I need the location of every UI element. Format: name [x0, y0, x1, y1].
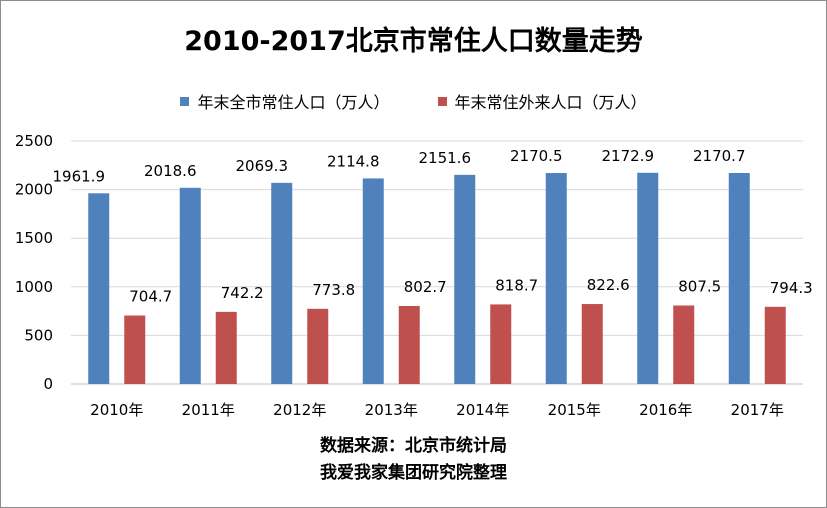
data-label-migrant: 742.2	[221, 284, 264, 302]
bar-migrant-population	[307, 308, 329, 384]
bar-total-population	[179, 187, 201, 384]
bar-migrant-population	[215, 311, 237, 384]
data-label-migrant: 822.6	[587, 276, 630, 294]
source-line-2: 我爱我家集团研究院整理	[320, 463, 507, 483]
source-note: 数据来源：北京市统计局 我爱我家集团研究院整理	[1, 433, 826, 487]
bar-total-population	[545, 173, 567, 384]
data-label-total: 2172.9	[602, 147, 655, 165]
x-tick-label: 2017年	[731, 401, 784, 419]
data-label-migrant: 773.8	[312, 281, 355, 299]
y-tick-label: 1500	[15, 229, 53, 247]
y-tick-label: 500	[24, 326, 53, 344]
x-tick-label: 2013年	[365, 401, 418, 419]
data-label-migrant: 807.5	[678, 278, 721, 296]
x-tick-label: 2014年	[456, 401, 509, 419]
x-tick-label: 2011年	[182, 401, 235, 419]
legend-swatch-total	[180, 96, 190, 106]
data-label-total: 2018.6	[144, 162, 197, 180]
data-label-migrant: 704.7	[129, 288, 172, 306]
data-label-total: 2170.7	[693, 147, 746, 165]
bar-migrant-population	[764, 306, 786, 384]
bar-total-population	[271, 182, 293, 384]
legend: 年末全市常住人口（万人） 年末常住外来人口（万人）	[1, 89, 826, 113]
data-label-total: 2069.3	[236, 157, 289, 175]
bar-total-population	[362, 178, 384, 384]
x-tick-label: 2015年	[548, 401, 601, 419]
source-line-1: 数据来源：北京市统计局	[320, 436, 507, 456]
bar-total-population	[728, 173, 750, 384]
data-label-total: 2114.8	[327, 152, 380, 170]
chart-title: 2010-2017北京市常住人口数量走势	[184, 26, 643, 57]
bar-migrant-population	[490, 304, 512, 384]
bar-migrant-population	[124, 315, 146, 384]
y-tick-label: 2000	[15, 181, 53, 199]
data-label-total: 2170.5	[510, 147, 563, 165]
y-tick-label: 1000	[15, 278, 53, 296]
bar-total-population	[88, 193, 110, 384]
bar-total-population	[454, 174, 476, 384]
data-label-total: 1961.9	[53, 167, 106, 185]
bar-migrant-population	[398, 305, 420, 384]
data-label-migrant: 818.7	[495, 276, 538, 294]
data-label-total: 2151.6	[419, 149, 472, 167]
legend-label-migrant: 年末常住外来人口（万人）	[454, 93, 647, 112]
x-tick-label: 2016年	[639, 401, 692, 419]
y-tick-label: 2500	[15, 132, 53, 150]
bar-migrant-population	[581, 304, 603, 384]
bar-total-population	[637, 172, 659, 384]
legend-swatch-migrant	[437, 96, 447, 106]
y-tick-label: 0	[43, 375, 53, 393]
legend-item-migrant: 年末常住外来人口（万人）	[437, 89, 647, 113]
x-tick-label: 2010年	[90, 401, 143, 419]
x-tick-label: 2012年	[273, 401, 326, 419]
bar-migrant-population	[673, 305, 695, 384]
legend-label-total: 年末全市常住人口（万人）	[197, 93, 390, 112]
data-label-migrant: 802.7	[404, 278, 447, 296]
legend-item-total: 年末全市常住人口（万人）	[180, 89, 390, 113]
data-label-migrant: 794.3	[770, 279, 813, 297]
